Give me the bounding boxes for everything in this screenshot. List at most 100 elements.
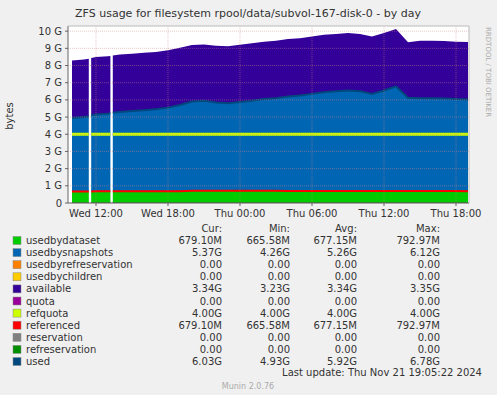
legend-label: refreservation (26, 344, 96, 355)
legend-stat: 0.00 (418, 332, 440, 343)
legend-stat: 0.00 (335, 332, 357, 343)
legend-stat: 4.93G (260, 356, 290, 367)
x-tick-label: Thu 00:00 (214, 208, 266, 219)
legend-stat: 0.00 (418, 259, 440, 270)
area-available (72, 29, 468, 118)
x-tick-label: Wed 12:00 (69, 208, 123, 219)
legend-stat: 4.00G (192, 308, 222, 319)
legend-label: usedbysnapshots (26, 247, 113, 258)
legend-swatch (13, 309, 21, 317)
legend-stat: 3.23G (260, 283, 290, 294)
legend-stat: 0.00 (335, 344, 357, 355)
y-tick-label: 6 G (45, 94, 62, 105)
y-tick-label: 9 G (45, 43, 62, 54)
legend-stat: 3.35G (410, 283, 440, 294)
frame-right (469, 26, 470, 203)
legend-stat: 0.00 (268, 271, 290, 282)
y-tick-label: 7 G (45, 77, 62, 88)
legend-stat: 5.26G (327, 247, 357, 258)
legend-stat: 0.00 (335, 259, 357, 270)
legend-stat: 0.00 (200, 332, 222, 343)
legend-stat: 0.00 (268, 296, 290, 307)
legend-stat: 5.92G (327, 356, 357, 367)
y-tick-label: 0 (56, 198, 62, 209)
y-grid (68, 31, 469, 32)
y-tick-label: 1 G (45, 180, 62, 191)
x-grid (384, 26, 385, 203)
legend-swatch (13, 285, 21, 293)
legend-swatch (13, 297, 21, 305)
legend-swatch (13, 321, 21, 329)
legend-stat: 4.00G (327, 308, 357, 319)
stat-header: Min: (269, 223, 290, 234)
plot-background (68, 26, 469, 203)
x-axis (68, 203, 469, 204)
legend-stat: 665.58M (246, 320, 290, 331)
legend-stat: 0.00 (268, 344, 290, 355)
legend-stat: 0.00 (418, 271, 440, 282)
last-update: Last update: Thu Nov 21 19:05:22 2024 (282, 367, 482, 378)
y-tick-label: 2 G (45, 163, 62, 174)
y-tick-label: 8 G (45, 60, 62, 71)
x-tick-label: Thu 06:00 (286, 208, 338, 219)
y-grid (68, 99, 469, 100)
legend-stat: 6.78G (410, 356, 440, 367)
y-tick-label: 10 G (38, 26, 62, 37)
x-grid (95, 26, 96, 203)
y-grid (68, 65, 469, 66)
y-grid (68, 48, 469, 49)
legend-stat: 6.12G (410, 247, 440, 258)
legend-stat: 3.34G (327, 283, 357, 294)
legend-stat: 0.00 (200, 296, 222, 307)
y-grid (68, 117, 469, 118)
y-axis (68, 26, 69, 203)
y-label: bytes (4, 102, 15, 130)
legend-stat: 665.58M (246, 235, 290, 246)
background (0, 0, 497, 395)
y-grid (68, 134, 469, 135)
line-referenced (72, 190, 468, 193)
footer: Munin 2.0.76 (222, 382, 274, 391)
legend-label: quota (26, 296, 55, 307)
legend-label: usedbyrefreservation (26, 259, 133, 270)
y-grid (68, 82, 469, 83)
x-grid (239, 26, 240, 203)
legend-stat: 0.00 (418, 296, 440, 307)
legend-stat: 0.00 (268, 259, 290, 270)
x-grid (456, 26, 457, 203)
side-text: RRDTOOL / TOBI OETIKER (484, 27, 492, 117)
legend-stat: 0.00 (200, 259, 222, 270)
plot-area (72, 29, 468, 203)
legend-stat: 3.34G (192, 283, 222, 294)
legend-stat: 0.00 (200, 271, 222, 282)
y-grid (68, 185, 469, 186)
legend-swatch (13, 249, 21, 257)
legend-stat: 792.97M (396, 320, 440, 331)
y-grid (68, 168, 469, 169)
legend-stat: 679.10M (178, 320, 222, 331)
legend-label: usedbydataset (26, 235, 100, 246)
legend-stat: 0.00 (418, 344, 440, 355)
area-usedbydataset (72, 191, 468, 203)
legend-stat: 4.00G (410, 308, 440, 319)
legend-stat: 4.00G (260, 308, 290, 319)
legend-label: used (26, 356, 50, 367)
y-grid (68, 151, 469, 152)
legend-swatch (13, 261, 21, 269)
y-tick-label: 5 G (45, 112, 62, 123)
legend-stat: 4.26G (260, 247, 290, 258)
legend-swatch (13, 358, 21, 366)
y-grid (68, 203, 469, 204)
legend-label: available (26, 283, 71, 294)
legend-label: referenced (26, 320, 80, 331)
stat-header: Cur: (201, 223, 222, 234)
x-tick-label: Wed 18:00 (141, 208, 195, 219)
legend-swatch (13, 237, 21, 245)
legend-stat: 792.97M (396, 235, 440, 246)
legend-stat: 0.00 (335, 296, 357, 307)
legend-label: refquota (26, 308, 68, 319)
legend-label: reservation (26, 332, 83, 343)
legend-label: usedbychildren (26, 271, 102, 282)
y-tick-label: 3 G (45, 146, 62, 157)
title: ZFS usage for filesystem rpool/data/subv… (75, 7, 421, 20)
